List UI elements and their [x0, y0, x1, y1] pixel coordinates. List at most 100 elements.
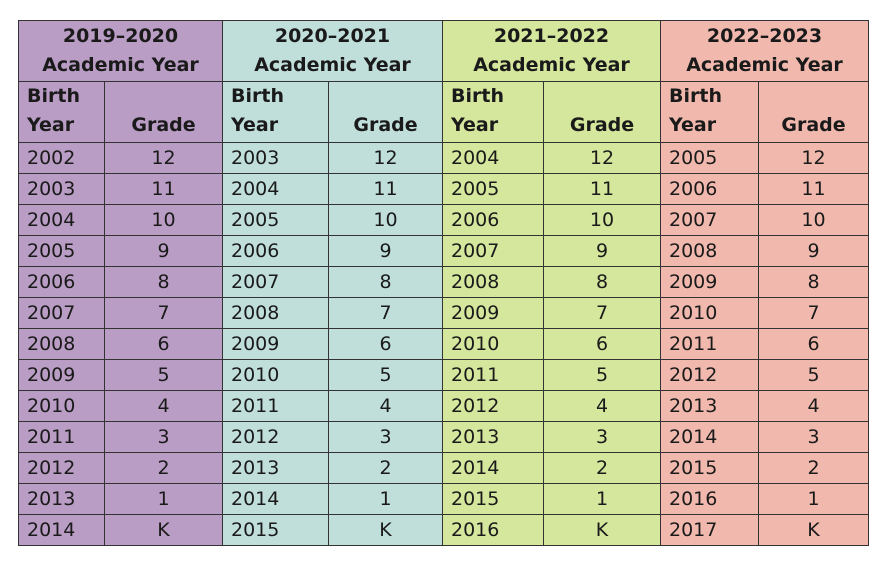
birth-year: 2008 [222, 297, 329, 329]
period: 2021–2022 [493, 25, 610, 47]
birth-year: 2007 [442, 235, 544, 267]
data-row: 2005 9 2006 9 2007 9 2008 9 [18, 235, 869, 267]
birth-year: 2009 [442, 297, 544, 329]
birth-year: 2006 [18, 266, 105, 298]
data-row: 2013 1 2014 1 2015 1 2016 1 [18, 483, 869, 515]
grade: 10 [543, 204, 661, 236]
grade: 6 [758, 328, 869, 360]
grade: 8 [328, 266, 443, 298]
column-header: Grade [328, 81, 443, 143]
birth-year: 2013 [442, 421, 544, 453]
birth-year: 2009 [660, 266, 759, 298]
birth-year: 2007 [222, 266, 329, 298]
grade: 2 [543, 452, 661, 484]
column-header: Birth Year [18, 81, 105, 143]
table-container: 2019–2020 Academic Year 2020–2021 Academic … [18, 20, 869, 546]
grade: 9 [543, 235, 661, 267]
data-row: 2010 4 2011 4 2012 4 2013 4 [18, 390, 869, 422]
period: 2022–2023 [706, 25, 823, 47]
grade: 5 [328, 359, 443, 391]
birth-year: 2016 [442, 514, 544, 546]
grade: 12 [328, 142, 443, 174]
birth-year: 2004 [222, 173, 329, 205]
birth-year: 2012 [18, 452, 105, 484]
grade: 7 [758, 297, 869, 329]
grade: 4 [104, 390, 223, 422]
birth-year: 2011 [222, 390, 329, 422]
grade: 2 [104, 452, 223, 484]
grade: 12 [543, 142, 661, 174]
grade: 4 [328, 390, 443, 422]
grade: 11 [543, 173, 661, 205]
birth-year: 2006 [442, 204, 544, 236]
data-row: 2004 10 2005 10 2006 10 2007 10 [18, 204, 869, 236]
data-row: 2003 11 2004 11 2005 11 2006 11 [18, 173, 869, 205]
birth-year: 2014 [18, 514, 105, 546]
birth-year: 2006 [660, 173, 759, 205]
birth-year: 2014 [660, 421, 759, 453]
grade: 5 [104, 359, 223, 391]
birth-year: 2014 [442, 452, 544, 484]
subtitle: Academic Year [686, 54, 843, 76]
grade: 4 [758, 390, 869, 422]
grade: 3 [104, 421, 223, 453]
data-row: 2006 8 2007 8 2008 8 2009 8 [18, 266, 869, 298]
grade: K [543, 514, 661, 546]
birth-year: 2010 [660, 297, 759, 329]
grade: 10 [758, 204, 869, 236]
grade: K [328, 514, 443, 546]
data-row: 2014 K 2015 K 2016 K 2017 K [18, 514, 869, 546]
birth-year: 2010 [442, 328, 544, 360]
birth-year: 2011 [660, 328, 759, 360]
grade: 10 [104, 204, 223, 236]
birth-year: 2004 [18, 204, 105, 236]
grade: 3 [543, 421, 661, 453]
birth-year: 2009 [222, 328, 329, 360]
birth-year: 2004 [442, 142, 544, 174]
section-title: 2020–2021 Academic Year [222, 20, 443, 82]
header-row: Birth Year Grade Birth Year Grade Birth Year… [18, 81, 869, 143]
grade: 3 [758, 421, 869, 453]
grade: 8 [104, 266, 223, 298]
column-header: Grade [758, 81, 869, 143]
grade: 12 [758, 142, 869, 174]
subtitle: Academic Year [42, 54, 199, 76]
birth-year: 2013 [18, 483, 105, 515]
birth-year: 2016 [660, 483, 759, 515]
column-header: Birth Year [222, 81, 329, 143]
column-header: Birth Year [660, 81, 759, 143]
birth-year: 2002 [18, 142, 105, 174]
birth-year: 2005 [222, 204, 329, 236]
birth-year: 2011 [442, 359, 544, 391]
data-row: 2012 2 2013 2 2014 2 2015 2 [18, 452, 869, 484]
grade: 9 [328, 235, 443, 267]
birth-year: 2010 [222, 359, 329, 391]
column-header: Grade [543, 81, 661, 143]
birth-year: 2006 [222, 235, 329, 267]
section-title: 2022–2023 Academic Year [660, 20, 869, 82]
grade: 8 [543, 266, 661, 298]
grade: K [758, 514, 869, 546]
grade: 7 [543, 297, 661, 329]
grade: 10 [328, 204, 443, 236]
grade: 11 [758, 173, 869, 205]
birth-year: 2013 [660, 390, 759, 422]
data-row: 2011 3 2012 3 2013 3 2014 3 [18, 421, 869, 453]
birth-year: 2012 [222, 421, 329, 453]
grade: 1 [543, 483, 661, 515]
grade: 8 [758, 266, 869, 298]
birth-year: 2007 [18, 297, 105, 329]
data-row: 2002 12 2003 12 2004 12 2005 12 [18, 142, 869, 174]
grade: 1 [104, 483, 223, 515]
column-header: Birth Year [442, 81, 544, 143]
birth-year: 2008 [660, 235, 759, 267]
data-row: 2008 6 2009 6 2010 6 2011 6 [18, 328, 869, 360]
birth-year: 2012 [660, 359, 759, 391]
birth-year: 2014 [222, 483, 329, 515]
grade: 9 [104, 235, 223, 267]
birth-year: 2009 [18, 359, 105, 391]
grade: 5 [758, 359, 869, 391]
grade: 12 [104, 142, 223, 174]
grade: 6 [328, 328, 443, 360]
